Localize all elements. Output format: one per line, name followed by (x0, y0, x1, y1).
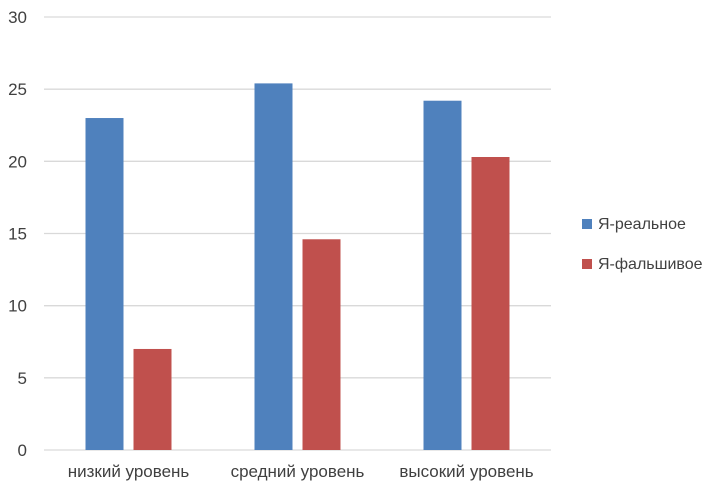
y-tick-label: 10 (8, 297, 27, 316)
bar-ya-realnoe (85, 118, 124, 451)
y-tick-label: 15 (8, 225, 27, 244)
y-tick-label: 25 (8, 80, 27, 99)
x-tick-label: средний уровень (231, 462, 365, 481)
legend-label: Я-реальное (598, 216, 686, 233)
y-tick-label: 5 (18, 369, 27, 388)
bar-ya-falshivoe (471, 157, 510, 450)
bar-ya-falshivoe (133, 348, 172, 450)
x-tick-label: высокий уровень (399, 462, 533, 481)
bars (85, 83, 510, 451)
y-tick-label: 30 (8, 8, 27, 27)
legend-swatch (582, 219, 592, 229)
bar-ya-realnoe (423, 100, 462, 451)
x-tick-label: низкий уровень (68, 462, 190, 481)
legend: Я-реальное Я-фальшивое (582, 216, 703, 273)
bar-ya-falshivoe (302, 239, 341, 450)
y-tick-label: 0 (18, 441, 27, 460)
y-tick-label: 20 (8, 152, 27, 171)
legend-label: Я-фальшивое (598, 256, 703, 273)
gridlines (44, 16, 551, 451)
x-axis-ticks: низкий уровень средний уровень высокий уро… (68, 462, 534, 481)
y-axis-ticks: 0 5 10 15 20 25 30 (8, 8, 27, 460)
bar-ya-realnoe (254, 83, 293, 450)
legend-swatch (582, 259, 592, 269)
